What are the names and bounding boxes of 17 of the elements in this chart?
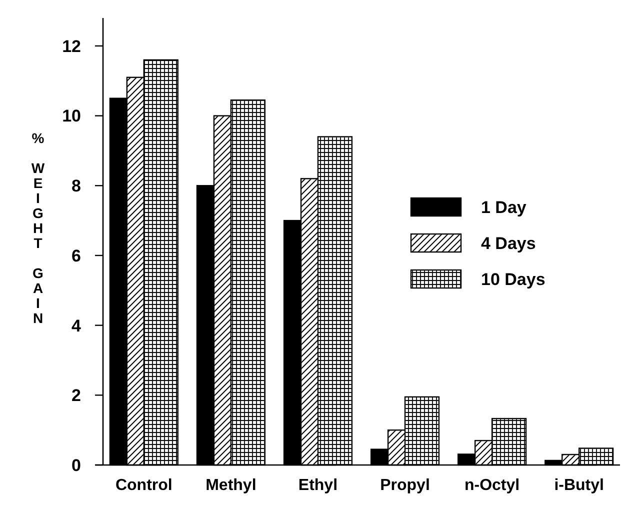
y-tick-label: 2: [72, 386, 81, 406]
y-tick-label: 0: [72, 456, 81, 475]
y-tick-label: 12: [62, 36, 81, 56]
legend-label: 4 Days: [481, 234, 536, 253]
x-tick-label: Propyl: [380, 477, 430, 494]
y-axis-title: % WEIGHT GAIN: [30, 130, 46, 325]
y-tick-label: 4: [72, 316, 82, 336]
legend-label: 1 Day: [481, 198, 527, 217]
x-tick-label: Control: [115, 477, 172, 494]
y-tick-label: 6: [72, 246, 81, 266]
x-tick-label: i-Butyl: [554, 477, 604, 494]
x-tick-label: Methyl: [206, 477, 256, 494]
legend-label: 10 Days: [481, 270, 546, 289]
y-tick-label: 8: [72, 176, 81, 196]
x-tick-label: n-Octyl: [464, 477, 520, 494]
x-tick-label: Ethyl: [298, 477, 338, 494]
y-tick-label: 10: [62, 106, 81, 126]
